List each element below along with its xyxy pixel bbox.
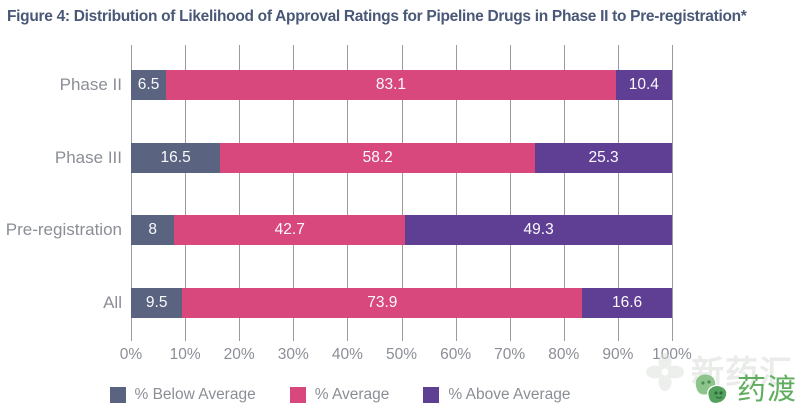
bar-value-label: 58.2	[362, 148, 393, 166]
axis-tick-label: 20%	[223, 346, 255, 363]
legend-label: % Average	[314, 386, 390, 403]
bar-segment: 16.6	[582, 287, 672, 318]
bar-value-label: 73.9	[367, 293, 398, 311]
legend-swatch-icon	[423, 387, 440, 403]
gridline	[185, 45, 187, 335]
bar-segment: 73.9	[182, 287, 583, 318]
bar-row-phase-ii: Phase II 6.5 83.1 10.4	[60, 70, 672, 101]
bar-value-label: 83.1	[375, 76, 407, 94]
legend-label: % Above Average	[448, 386, 571, 403]
bar-row-phase-iii: Phase III 16.5 58.2 25.3	[55, 142, 672, 173]
watermark-background-text: 新药汇	[691, 354, 793, 391]
bar-value-label: 6.5	[137, 76, 160, 94]
axis-tick	[347, 335, 349, 341]
legend-item: % Above Average	[423, 386, 571, 404]
gridline	[131, 45, 132, 335]
bar-value-label: 16.5	[160, 148, 191, 166]
gridline	[455, 45, 457, 335]
axis-tick-label: 0%	[119, 346, 143, 363]
category-label: Phase II	[59, 75, 122, 95]
bar-value-label: 8	[148, 221, 157, 239]
bar-segment: 9.5	[131, 287, 183, 318]
gridline	[672, 45, 673, 335]
gridline	[617, 45, 619, 335]
legend-swatch-icon	[289, 387, 306, 403]
gridline	[347, 45, 349, 335]
bar-segment: 42.7	[174, 215, 406, 246]
bar-value-label: 42.7	[274, 221, 305, 239]
bar-value-label: 49.3	[523, 221, 554, 239]
legend-item: % Below Average	[109, 386, 256, 404]
bar-row-all: All 9.5 73.9 16.6	[103, 287, 672, 318]
axis-tick-label: 10%	[169, 346, 201, 363]
legend-item: % Average	[289, 386, 390, 404]
category-label: Pre-registration	[5, 220, 122, 240]
axis-tick-label: 60%	[440, 346, 472, 363]
axis-tick	[455, 335, 457, 341]
bar-segment: 83.1	[166, 70, 616, 101]
bar-segment: 25.3	[535, 142, 672, 173]
axis-tick-label: 100%	[652, 346, 692, 363]
axis-tick-label: 80%	[548, 346, 580, 363]
bar-value-label: 25.3	[588, 148, 619, 166]
bar-row-pre-registration: Pre-registration 8 42.7 49.3	[6, 215, 672, 246]
axis-tick	[131, 335, 132, 341]
legend-swatch-icon	[109, 387, 126, 403]
bar-segment: 49.3	[405, 215, 672, 246]
axis-tick	[401, 335, 403, 341]
axis-tick-label: 40%	[331, 346, 363, 363]
gridline	[293, 45, 295, 335]
legend-label: % Below Average	[134, 386, 256, 403]
watermark-logo: 药渡	[690, 370, 797, 411]
bar-segment: 58.2	[220, 142, 536, 173]
bar-value-label: 16.6	[612, 293, 643, 311]
bar-value-label: 9.5	[145, 293, 168, 311]
axis-tick-label: 50%	[385, 346, 418, 363]
axis-tick	[185, 335, 187, 341]
bar-value-label: 10.4	[628, 76, 659, 94]
axis-tick	[672, 335, 673, 341]
bar-segment: 16.5	[131, 142, 221, 173]
legend: % Below Average % Average % Above Average	[0, 386, 680, 404]
leaf-logo-icon	[690, 370, 732, 411]
gridline	[509, 45, 511, 335]
axis-tick	[293, 335, 295, 341]
figure-title: Figure 4: Distribution of Likelihood of …	[7, 8, 747, 25]
axis-tick	[617, 335, 619, 341]
axis-tick-label: 70%	[494, 346, 526, 363]
gridline	[239, 45, 241, 335]
axis-tick	[239, 335, 241, 341]
x-axis: 0% 10% 20% 30% 40% 50% 60% 70% 80% 90% 100%	[120, 335, 692, 375]
gridline	[563, 45, 565, 335]
gridline	[401, 45, 403, 335]
axis-tick-label: 90%	[602, 346, 634, 363]
category-label: Phase III	[54, 147, 122, 167]
axis-tick-label: 30%	[277, 346, 309, 363]
bar-segment: 6.5	[131, 70, 167, 101]
plot-area: Phase II 6.5 83.1 10.4 Phase III 16.5 58.2 25.3…	[6, 45, 692, 363]
axis-tick	[563, 335, 565, 341]
category-label: All	[103, 292, 122, 312]
bar-segment: 8	[131, 215, 175, 246]
bar-segment: 10.4	[615, 70, 672, 101]
watermark-logo-text: 药渡	[737, 374, 798, 406]
axis-tick	[509, 335, 511, 341]
